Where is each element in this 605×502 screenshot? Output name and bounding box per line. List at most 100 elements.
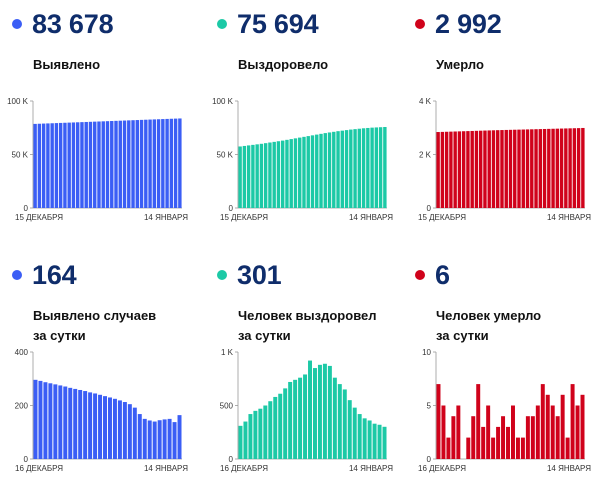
- big-number-row: 164: [12, 255, 77, 295]
- x-first-label: 15 ДЕКАБРЯ: [15, 213, 63, 222]
- chart-bar: [576, 128, 581, 208]
- chart-bar: [486, 405, 491, 459]
- daily-cases-chart: 0 200 400 16 ДЕКАБРЯ 14 ЯНВАРЯ: [15, 348, 189, 473]
- chart-bar: [312, 368, 317, 459]
- chart-bar: [53, 384, 58, 459]
- total-recovered-chart: 0 50 K 100 K 15 ДЕКАБРЯ 14 ЯНВАРЯ: [212, 97, 393, 222]
- chart-bar: [63, 386, 68, 459]
- y-tick-label: 10: [422, 348, 431, 357]
- chart-bar: [521, 129, 525, 208]
- chart-bar: [506, 426, 511, 459]
- chart-bar: [362, 418, 367, 459]
- chart-bar: [142, 418, 147, 459]
- chart-bar: [93, 121, 97, 208]
- y-tick-label: 2 K: [419, 151, 432, 160]
- chart-bar: [513, 129, 517, 208]
- panel-total-cases: 83 678 Выявлено 0 50 K 100 K 15 ДЕКАБРЯ 14 Я…: [0, 0, 200, 251]
- bullet-dot: [217, 19, 227, 29]
- total-deaths-chart: 0 2 K 4 K 15 ДЕКАБРЯ 14 ЯНВАРЯ: [418, 97, 591, 222]
- chart-bar: [440, 131, 445, 208]
- chart-bar: [555, 416, 560, 459]
- chart-bar: [93, 393, 98, 459]
- chart-bar: [332, 377, 337, 459]
- y-tick-label: 1 K: [221, 348, 234, 357]
- total-deaths-number: 2 992: [435, 8, 502, 39]
- chart-bar: [268, 401, 273, 459]
- big-number-row: 6: [415, 255, 450, 295]
- bullet-dot: [12, 19, 22, 29]
- y-tick-label: 50 K: [12, 151, 29, 160]
- x-last-label: 14 ЯНВАРЯ: [349, 213, 393, 222]
- chart-bar: [515, 437, 520, 459]
- panel-daily-cases: 164 Выявлено случаев за сутки 0 200 400 16 …: [0, 251, 200, 502]
- daily-deaths-number: 6: [435, 259, 450, 290]
- chart-bar: [73, 388, 78, 459]
- x-last-label: 14 ЯНВАРЯ: [547, 464, 591, 473]
- chart-bar: [54, 123, 59, 208]
- chart-bar: [496, 130, 500, 208]
- chart-bar: [542, 128, 547, 208]
- chart-bar: [551, 128, 555, 208]
- label-line: за сутки: [33, 328, 86, 343]
- chart-bar: [177, 415, 182, 459]
- chart-bar: [173, 118, 178, 208]
- chart-bar: [510, 405, 515, 459]
- x-first-label: 16 ДЕКАБРЯ: [418, 464, 466, 473]
- x-last-label: 14 ЯНВАРЯ: [144, 464, 188, 473]
- chart-bar: [127, 120, 131, 208]
- chart-bar: [457, 131, 462, 208]
- y-tick-label: 0: [229, 455, 234, 464]
- daily-cases-number: 164: [32, 259, 77, 290]
- chart-bar: [103, 396, 108, 459]
- chart-bar: [88, 121, 93, 208]
- chart-bar: [67, 122, 71, 208]
- chart-bar: [453, 131, 457, 208]
- chart-bar: [372, 423, 377, 459]
- chart-bar: [162, 419, 167, 459]
- chart-bar: [280, 140, 285, 208]
- chart-bar: [246, 145, 251, 208]
- chart-bar: [132, 407, 137, 459]
- chart-bar: [327, 132, 332, 208]
- chart-bar: [441, 405, 446, 459]
- chart-bar: [147, 420, 152, 459]
- y-tick-label: 0: [427, 455, 432, 464]
- chart-bar: [559, 128, 564, 208]
- chart-bar: [466, 131, 470, 208]
- chart-bar: [303, 374, 308, 459]
- chart-bar: [302, 136, 306, 208]
- chart-bar: [491, 437, 496, 459]
- chart-bar: [285, 139, 289, 208]
- big-number-row: 2 992: [415, 4, 502, 44]
- chart-bar: [456, 405, 461, 459]
- label-line: Человек умерло: [436, 308, 542, 323]
- label-line: за сутки: [238, 328, 291, 343]
- x-first-label: 16 ДЕКАБРЯ: [220, 464, 268, 473]
- chart-bar: [481, 426, 486, 459]
- chart-bar: [41, 123, 46, 208]
- chart-bar: [293, 379, 298, 459]
- chart-bar: [327, 365, 332, 459]
- chart-bar: [135, 120, 140, 208]
- chart-bar: [298, 377, 303, 459]
- chart-bar: [255, 144, 259, 208]
- chart-bar: [172, 422, 177, 459]
- bullet-dot: [217, 270, 227, 280]
- chart-bar: [310, 135, 315, 208]
- label-line: Выздоровело: [238, 57, 329, 72]
- x-last-label: 14 ЯНВАРЯ: [349, 464, 393, 473]
- chart-bar: [347, 400, 352, 459]
- chart-bar: [278, 393, 283, 459]
- chart-bar: [449, 131, 453, 208]
- chart-bar: [276, 141, 281, 208]
- chart-bar: [444, 131, 449, 208]
- label-line: Умерло: [436, 57, 484, 72]
- chart-bar: [248, 414, 253, 459]
- chart-bar: [550, 405, 555, 459]
- chart-bar: [88, 392, 93, 459]
- chart-bar: [580, 394, 585, 459]
- chart-bar: [117, 400, 122, 459]
- chart-bar: [139, 119, 144, 208]
- chart-bar: [555, 128, 560, 208]
- chart-bar: [377, 424, 382, 459]
